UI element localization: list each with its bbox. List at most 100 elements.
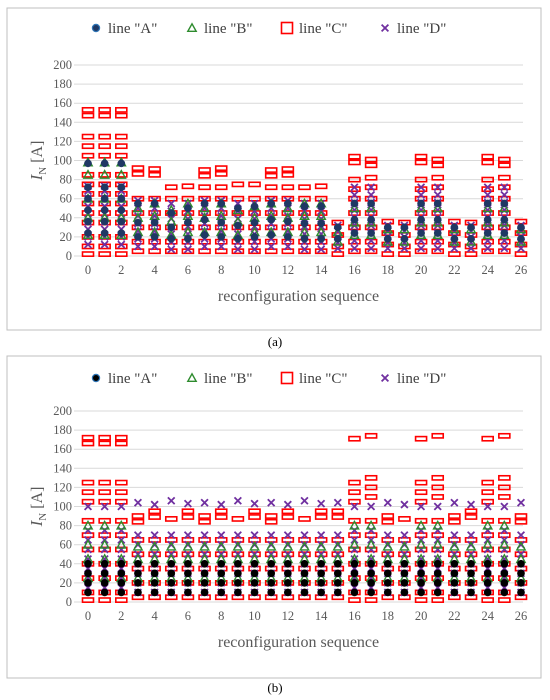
data-point [167,496,176,505]
data-point [314,195,328,202]
data-point [98,106,111,113]
data-point [314,508,328,515]
data-point [150,211,159,220]
data-point [250,233,259,241]
data-point [100,588,109,597]
data-point [233,496,242,505]
y-tick-label: 100 [53,154,72,168]
data-point [350,215,359,224]
data-point [267,242,276,251]
data-point [81,112,95,119]
data-point [217,218,226,227]
data-point [333,559,342,568]
y-tick-label: 60 [60,538,73,552]
data-point [131,248,145,255]
data-point [84,579,92,587]
y-tick-label: 0 [66,249,72,263]
x-tick-label: 16 [348,609,361,623]
data-point [417,588,425,597]
data-point [134,199,142,208]
data-point [81,517,95,524]
data-point [500,579,509,587]
data-point [132,540,144,551]
data-point [498,484,511,491]
data-point [448,518,461,525]
data-point [131,513,145,519]
y-tick-label: 180 [53,77,72,91]
data-point [500,545,509,554]
data-point [167,588,176,597]
data-point [198,184,211,191]
x-tick-label: 26 [515,609,528,623]
data-point [381,513,395,519]
data-point [100,559,109,568]
y-tick-label: 80 [60,519,73,533]
data-point [148,551,161,558]
data-point [131,518,145,525]
data-point [99,519,111,530]
data-point [364,174,378,181]
y-tick-label: 40 [60,557,73,571]
data-point [117,159,126,168]
data-point [98,489,111,496]
data-point [98,251,111,257]
data-point [365,519,377,530]
data-point [514,551,528,558]
data-point [217,559,226,568]
data-point [250,559,259,568]
y-tick-label: 200 [53,58,72,72]
legend-marker [186,22,198,33]
data-point [349,539,360,549]
data-point [198,224,211,231]
data-point [250,245,259,254]
y-tick-label: 20 [60,230,73,244]
x-tick-label: 2 [118,263,124,277]
data-point [233,245,242,254]
data-point [165,540,177,551]
data-point [417,569,425,578]
data-point [365,539,377,549]
data-point [298,516,311,522]
data-point [348,159,361,166]
data-point [483,569,492,578]
data-point [317,588,326,597]
data-point [498,202,510,213]
data-point [450,531,459,540]
data-point [267,569,276,578]
data-point [481,498,494,505]
data-point [482,202,494,213]
data-point [350,579,359,587]
data-point [115,489,128,496]
data-point [467,531,476,540]
legend-label: line "C" [299,21,348,37]
data-point [283,531,292,540]
data-point [483,526,492,535]
data-point [249,540,260,551]
y-tick-label: 60 [60,192,73,206]
data-point [483,215,492,224]
data-point [467,579,475,587]
data-point [81,479,95,486]
data-point [414,498,428,505]
data-point [117,217,126,226]
data-point [400,223,409,232]
data-point [234,234,242,243]
data-point [300,588,309,597]
data-point [134,579,142,587]
x-tick-label: 2 [118,609,124,623]
data-point [164,195,178,202]
data-point [417,579,425,587]
data-point [364,532,378,539]
data-point [98,143,111,150]
panel-caption-a: (a) [268,334,282,349]
data-point [181,183,195,190]
data-point [148,171,161,178]
data-point [414,489,428,496]
data-point [483,229,492,237]
data-point [482,539,494,549]
data-point [348,517,361,524]
data-point [250,588,259,597]
data-point [450,498,459,507]
x-tick-label: 0 [85,263,91,277]
data-point [317,499,326,508]
